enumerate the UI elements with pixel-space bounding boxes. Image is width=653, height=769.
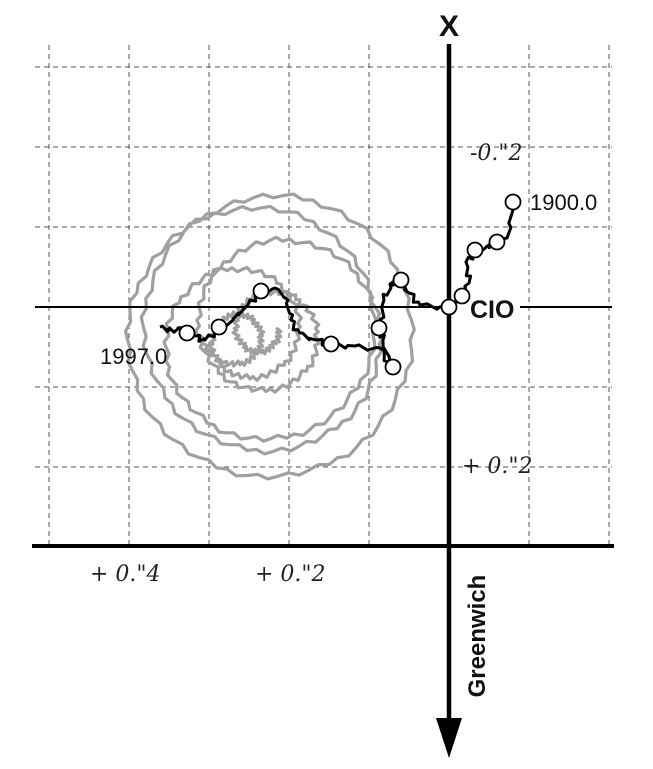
tick-label-plus-0-2-horizontal: + 0."2 — [255, 562, 326, 587]
year-marker — [466, 241, 484, 259]
x-axis-label: X — [439, 10, 459, 43]
greenwich-axis-label: Greenwich — [464, 575, 491, 698]
start-year-label: 1900.0 — [530, 190, 597, 215]
axes — [32, 44, 614, 758]
year-marker — [488, 233, 506, 251]
greenwich-arrow-head-icon — [436, 718, 462, 758]
year-marker — [384, 358, 402, 376]
year-marker — [210, 318, 228, 336]
year-marker — [252, 282, 270, 300]
year-marker — [178, 324, 196, 342]
cio-label: CIO — [470, 296, 514, 324]
tick-label-plus-0-4: + 0."4 — [90, 562, 161, 587]
year-marker — [370, 319, 388, 337]
year-marker — [322, 335, 340, 353]
year-marker — [440, 298, 458, 316]
tick-label-plus-0-2-vertical: + 0."2 — [462, 454, 533, 479]
year-marker — [504, 193, 522, 211]
year-marker — [453, 287, 471, 305]
end-year-label: 1997.0 — [100, 344, 167, 369]
year-marker — [392, 271, 410, 289]
polar-motion-path — [123, 192, 416, 481]
markers — [178, 193, 522, 376]
tick-label-minus-0-2: -0."2 — [470, 141, 523, 166]
